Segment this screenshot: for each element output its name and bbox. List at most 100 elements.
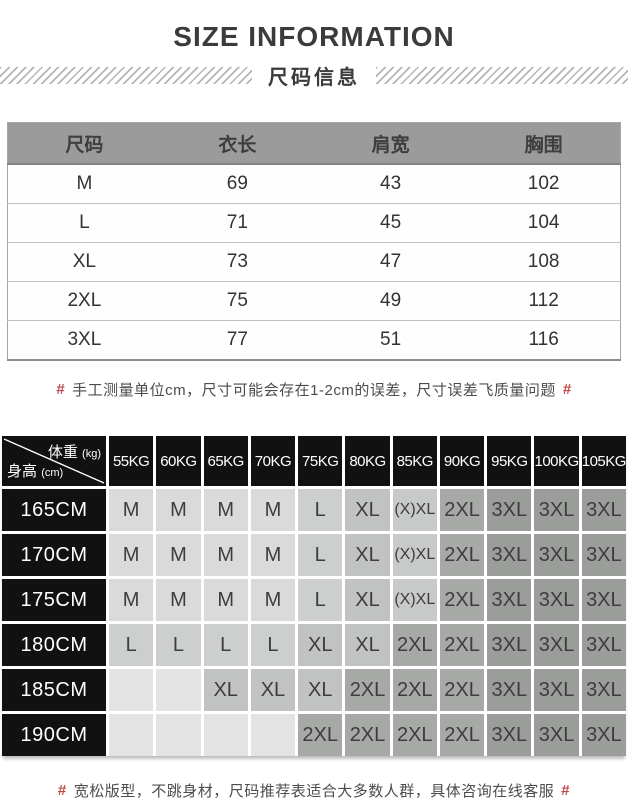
matrix-size-cell: M	[203, 579, 248, 621]
matrix-size-cell: L	[109, 624, 154, 666]
matrix-size-cell: M	[156, 534, 201, 576]
weight-header-cell: 75KG	[298, 436, 343, 486]
matrix-corner-cell: 体重 (kg) 身高 (cm)	[2, 436, 106, 486]
recommendation-note-text: 宽松版型，不跳身材，尺码推荐表适合大多数人群，具体咨询在线客服	[73, 783, 555, 800]
matrix-size-cell: M	[109, 489, 154, 531]
matrix-size-cell: M	[250, 534, 296, 576]
matrix-size-cell: (X)XL	[392, 489, 437, 531]
matrix-size-cell: L	[156, 624, 201, 666]
matrix-size-cell	[156, 714, 201, 756]
matrix-size-cell: M	[203, 534, 248, 576]
matrix-size-cell: 3XL	[581, 489, 626, 531]
matrix-size-cell: 3XL	[487, 534, 532, 576]
matrix-size-cell: 3XL	[487, 714, 532, 756]
matrix-size-cell: M	[109, 534, 154, 576]
matrix-size-cell: 3XL	[534, 534, 579, 576]
size-table-cell: 104	[467, 203, 621, 243]
matrix-size-cell: 2XL	[298, 714, 343, 756]
matrix-size-cell: M	[156, 489, 201, 531]
matrix-size-cell: 3XL	[487, 579, 532, 621]
height-label-cell: 170CM	[2, 534, 106, 576]
matrix-size-cell: 3XL	[487, 489, 532, 531]
page-subtitle: 尺码信息	[268, 66, 360, 89]
size-table-row: 3XL 77 51 116	[7, 320, 621, 360]
size-table-cell: 45	[314, 203, 468, 243]
weight-header-cell: 65KG	[203, 436, 248, 486]
matrix-size-cell: XL	[250, 669, 296, 711]
matrix-size-cell: 3XL	[487, 624, 532, 666]
matrix-size-cell: XL	[298, 624, 343, 666]
size-table-header-cell: 肩宽	[314, 122, 468, 165]
measurement-note-text: 手工测量单位cm，尺寸可能会存在1-2cm的误差，尺寸误差飞质量问题	[72, 382, 556, 399]
weight-header-cell: 85KG	[392, 436, 437, 486]
size-table-cell: 2XL	[7, 281, 161, 321]
matrix-size-cell: 2XL	[439, 534, 485, 576]
hatch-decoration-right	[376, 66, 628, 84]
size-table-cell: M	[7, 164, 161, 204]
weight-header-cell: 55KG	[109, 436, 154, 486]
matrix-size-cell: 2XL	[439, 579, 485, 621]
matrix-size-cell: M	[109, 579, 154, 621]
matrix-size-cell: 2XL	[439, 624, 485, 666]
size-table-cell: 112	[467, 281, 621, 321]
weight-header-cell: 100KG	[534, 436, 579, 486]
matrix-size-cell: 2XL	[439, 714, 485, 756]
matrix-size-cell: M	[203, 489, 248, 531]
matrix-size-cell: L	[203, 624, 248, 666]
size-table-cell: 75	[160, 281, 314, 321]
matrix-size-cell: 3XL	[487, 669, 532, 711]
matrix-size-cell: XL	[345, 534, 390, 576]
matrix-size-cell	[203, 714, 248, 756]
matrix-size-cell: M	[250, 489, 296, 531]
size-table-cell: L	[7, 203, 161, 243]
matrix-size-cell: XL	[298, 669, 343, 711]
size-table-body: M 69 43 102 L 71 45 104 XL 73 47 108 2XL 75 49 112 3XL 77…	[7, 164, 621, 360]
weight-header-cell: 105KG	[581, 436, 626, 486]
matrix-size-cell: L	[250, 624, 296, 666]
matrix-size-cell: L	[298, 489, 343, 531]
matrix-size-cell: XL	[345, 489, 390, 531]
matrix-size-cell: (X)XL	[392, 534, 437, 576]
weight-header-cell: 60KG	[156, 436, 201, 486]
matrix-size-cell: 2XL	[345, 714, 390, 756]
matrix-size-cell: M	[156, 579, 201, 621]
height-label-cell: 175CM	[2, 579, 106, 621]
weight-header-cell: 90KG	[439, 436, 485, 486]
matrix-size-cell	[109, 669, 154, 711]
weight-header-cell: 70KG	[250, 436, 296, 486]
matrix-size-cell: L	[298, 579, 343, 621]
hash-mark-icon: #	[561, 782, 571, 799]
size-table-cell: 47	[314, 242, 468, 282]
hatch-decoration-left	[0, 66, 252, 84]
size-table-cell: 116	[467, 320, 621, 360]
matrix-size-cell: XL	[345, 624, 390, 666]
size-table-row: XL 73 47 108	[7, 242, 621, 282]
size-matrix: 体重 (kg) 身高 (cm) 55KG 60KG 65KG 70KG 75KG 80KG…	[2, 436, 626, 756]
matrix-size-cell: XL	[345, 579, 390, 621]
matrix-size-cell: 3XL	[581, 624, 626, 666]
matrix-size-cell: 3XL	[534, 669, 579, 711]
size-table-cell: 102	[467, 164, 621, 204]
matrix-size-cell: 2XL	[345, 669, 390, 711]
matrix-size-cell: 2XL	[439, 489, 485, 531]
hash-mark-icon: #	[562, 381, 572, 398]
matrix-size-cell: (X)XL	[392, 579, 437, 621]
size-table-cell: 71	[160, 203, 314, 243]
matrix-size-cell	[156, 669, 201, 711]
size-table-head: 尺码 衣长 肩宽 胸围	[7, 122, 621, 165]
matrix-size-cell: 2XL	[439, 669, 485, 711]
measurement-note: # 手工测量单位cm，尺寸可能会存在1-2cm的误差，尺寸误差飞质量问题 #	[0, 379, 628, 400]
subtitle-row: 尺码信息	[0, 62, 628, 89]
size-table-cell: XL	[7, 242, 161, 282]
size-measurement-table: 尺码 衣长 肩宽 胸围 M 69 43 102 L 71 45 104 XL 73 47 108 2XL 75 4…	[7, 122, 621, 361]
size-table-row: M 69 43 102	[7, 164, 621, 204]
size-table-cell: 73	[160, 242, 314, 282]
size-table-cell: 69	[160, 164, 314, 204]
size-table-cell: 43	[314, 164, 468, 204]
matrix-size-cell: 2XL	[392, 624, 437, 666]
matrix-size-cell: 3XL	[581, 714, 626, 756]
size-table-cell: 108	[467, 242, 621, 282]
hash-mark-icon: #	[57, 782, 67, 799]
corner-height-label: 身高 (cm)	[7, 463, 64, 480]
